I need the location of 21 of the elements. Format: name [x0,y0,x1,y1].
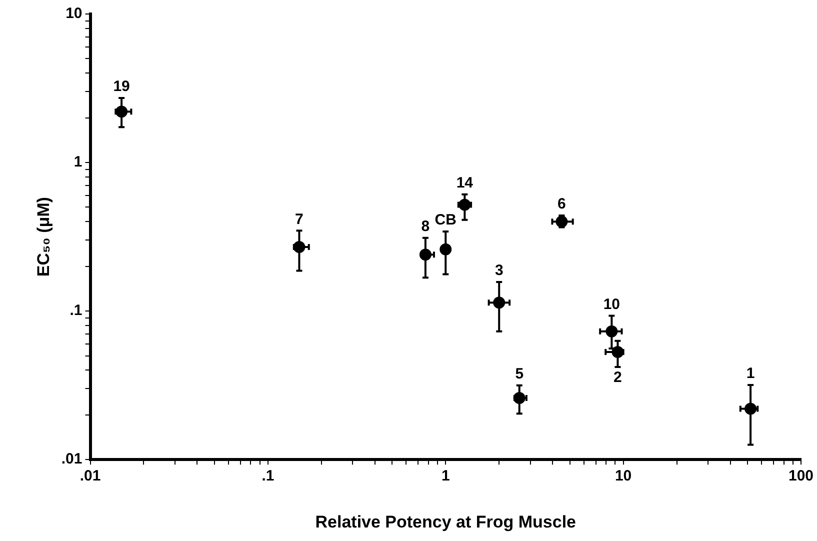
annotation: 5 [515,366,524,383]
annotation: 14 [456,174,474,192]
x-tick-label: 10 [614,468,632,485]
annotation: 10 [603,296,620,313]
x-axis-title: Relative Potency at Frog Muscle [315,512,576,532]
annotation: 7 [295,210,304,228]
annotation: 1 [746,365,755,382]
x-tick-label: 100 [788,468,814,485]
annotation: 6 [558,196,566,213]
annotation: CB [434,212,457,229]
annotation: 3 [494,262,504,280]
x-tick-label: .1 [262,468,274,485]
x-tick-label: 1 [441,468,450,485]
y-tick-label: 10 [66,5,82,22]
y-tick-label: .1 [70,302,82,320]
y-tick-label: 1 [74,154,82,171]
y-tick-label: .01 [61,450,82,468]
annotation: 19 [113,78,130,96]
annotation: 2 [614,369,622,386]
y-axis-title: EC₅₀ (μM) [34,196,53,277]
annotation: 8 [421,218,430,236]
